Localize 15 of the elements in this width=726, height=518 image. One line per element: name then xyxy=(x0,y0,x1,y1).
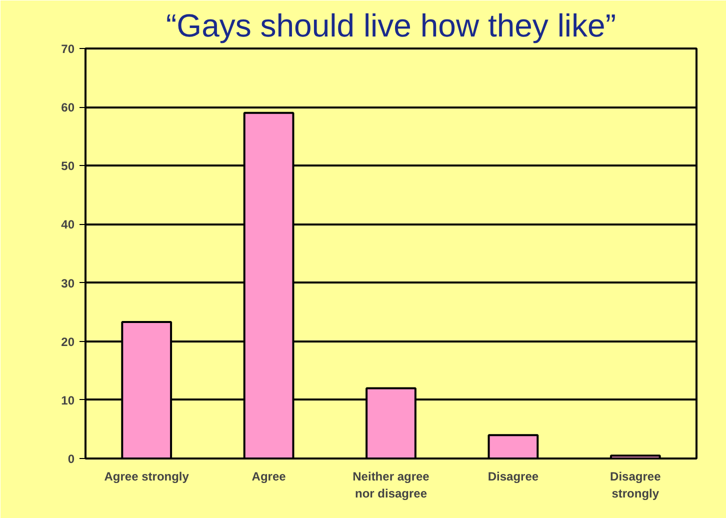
x-tick-label: Agree strongly xyxy=(104,470,190,484)
y-tick-label: 50 xyxy=(61,159,75,174)
chart-title: “Gays should live how they like” xyxy=(166,8,616,44)
y-tick-label: 70 xyxy=(61,42,75,56)
y-tick-label: 10 xyxy=(61,393,75,408)
y-tick-label: 60 xyxy=(61,100,75,115)
x-tick-label: Disagree xyxy=(488,470,539,484)
bar xyxy=(488,434,539,458)
y-tick-label: 0 xyxy=(68,452,75,466)
y-tick-label: 40 xyxy=(61,218,75,232)
x-tick-label: Neither agree nor disagree xyxy=(352,470,430,500)
x-tick-label: Agree xyxy=(252,470,286,484)
y-tick-label: 30 xyxy=(61,276,75,290)
y-tick-label: 20 xyxy=(61,334,75,349)
x-tick-label: Disagree strongly xyxy=(610,470,662,500)
